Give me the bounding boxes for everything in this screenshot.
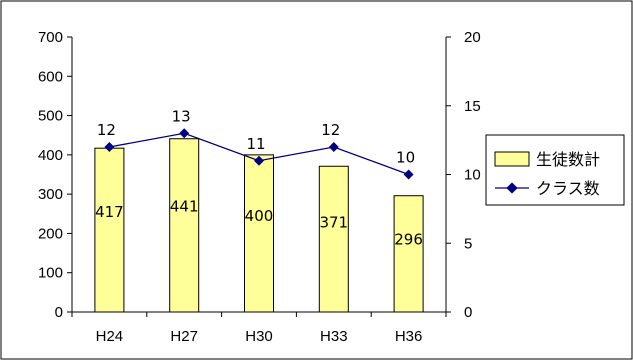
legend: 生徒数計 クラス数 bbox=[485, 134, 625, 206]
legend-box bbox=[485, 134, 625, 206]
legend-bar-swatch bbox=[494, 151, 530, 167]
right-axis-ticks: 0 5 10 15 20 bbox=[446, 29, 481, 321]
bar-data-label: 400 bbox=[245, 207, 274, 225]
line-point bbox=[403, 169, 414, 180]
bar bbox=[393, 195, 424, 313]
line-data-label: 11 bbox=[246, 135, 265, 153]
left-axis-ticks: 0 100 200 300 400 500 600 700 bbox=[38, 29, 72, 321]
line-point bbox=[254, 155, 264, 166]
bar bbox=[318, 165, 349, 313]
x-category-label: H24 bbox=[96, 328, 124, 345]
x-category-label: H33 bbox=[320, 328, 348, 345]
bar-data-label: 296 bbox=[394, 231, 423, 249]
x-axis-categories: H24 H27 H30 H33 H36 bbox=[96, 328, 423, 345]
line-point bbox=[104, 142, 115, 152]
line-data-label: 12 bbox=[97, 121, 116, 139]
left-tick-label: 300 bbox=[38, 186, 63, 203]
right-tick-label: 5 bbox=[464, 235, 472, 252]
line-data-label: 13 bbox=[172, 107, 191, 125]
left-tick-label: 600 bbox=[38, 68, 63, 85]
right-tick-label: 15 bbox=[464, 98, 481, 115]
left-tick-label: 200 bbox=[38, 225, 63, 242]
x-category-label: H30 bbox=[245, 328, 273, 345]
axes bbox=[71, 37, 447, 317]
x-category-label: H27 bbox=[170, 328, 198, 345]
line-data-label: 12 bbox=[321, 121, 340, 139]
bar bbox=[244, 154, 274, 313]
line-point bbox=[179, 128, 190, 139]
line-data-label: 10 bbox=[396, 149, 415, 167]
line-series bbox=[104, 128, 414, 180]
left-tick-label: 500 bbox=[38, 108, 63, 125]
legend-label-students: 生徒数計 bbox=[536, 150, 600, 169]
line-point bbox=[328, 142, 339, 152]
right-tick-label: 10 bbox=[464, 167, 481, 184]
left-tick-label: 400 bbox=[38, 147, 63, 164]
data-labels: 417 441 400 371 296 12 13 11 12 10 bbox=[95, 107, 423, 248]
bar-data-label: 371 bbox=[319, 213, 348, 231]
bar bbox=[94, 147, 125, 313]
right-tick-label: 20 bbox=[464, 29, 481, 46]
bar-data-label: 441 bbox=[170, 198, 199, 216]
bar-data-label: 417 bbox=[95, 203, 124, 221]
right-tick-label: 0 bbox=[464, 304, 472, 321]
legend-label-classes: クラス数 bbox=[536, 179, 600, 198]
left-tick-label: 100 bbox=[38, 265, 63, 282]
bar bbox=[169, 138, 200, 313]
left-tick-label: 0 bbox=[55, 304, 63, 321]
left-tick-label: 700 bbox=[38, 29, 63, 46]
legend-marker bbox=[506, 182, 518, 194]
x-category-label: H36 bbox=[395, 328, 423, 345]
